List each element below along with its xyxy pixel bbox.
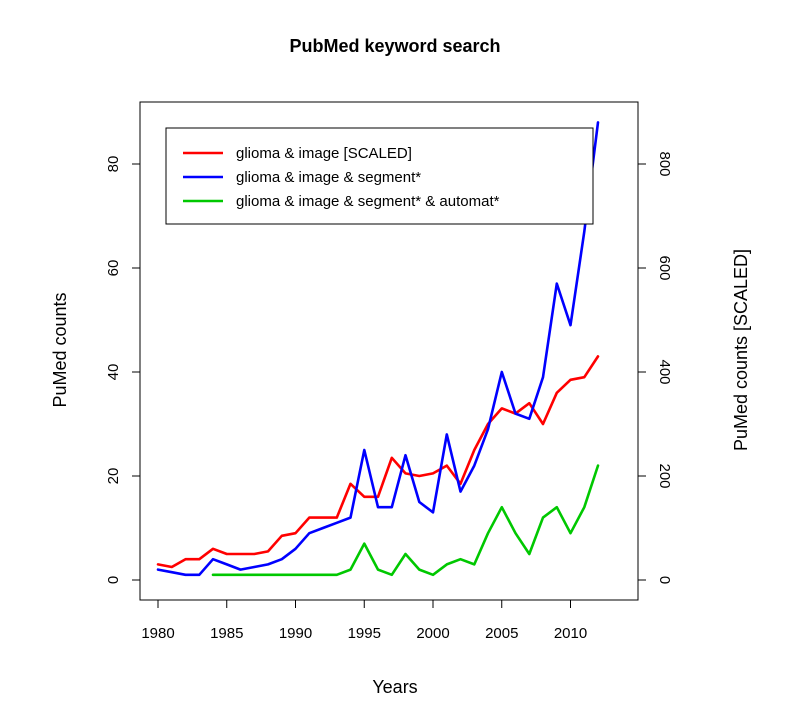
series-line-2: [156, 121, 600, 577]
axes: 1980 1985 1990 1995 2000 2005 2010020406080020…: [105, 151, 673, 642]
y-tick-label: 0: [105, 576, 122, 584]
chart-title: PubMed keyword search: [289, 36, 500, 56]
x-axis-title: Years: [372, 677, 417, 697]
x-tick-label: 1985: [210, 625, 243, 642]
y-right-tick-label: 800: [656, 151, 673, 176]
y-right-tick-label: 200: [656, 463, 673, 488]
legend-label-3: glioma & image & segment* & automat*: [236, 193, 500, 210]
y-right-tick-label: 400: [656, 359, 673, 384]
y-right-tick-label: 600: [656, 255, 673, 280]
x-tick-label: 2005: [485, 625, 518, 642]
x-tick-label: 1990: [279, 625, 312, 642]
x-tick-label: 1980: [141, 625, 174, 642]
series-line-3: [211, 464, 600, 577]
y-tick-label: 60: [105, 260, 122, 277]
legend: glioma & image [SCALED] glioma & image & …: [165, 127, 594, 225]
y-tick-label: 80: [105, 156, 122, 173]
series-line-1: [156, 355, 600, 569]
x-tick-label: 2010: [554, 625, 587, 642]
y-right-tick-label: 0: [656, 576, 673, 584]
y-axis-title: PuMed counts: [50, 292, 70, 407]
y-tick-label: 40: [105, 364, 122, 381]
x-tick-label: 2000: [416, 625, 449, 642]
legend-label-2: glioma & image & segment*: [236, 169, 421, 186]
series-layer: [156, 121, 600, 577]
y-axis-right-title: PuMed counts [SCALED]: [731, 249, 751, 451]
x-tick-label: 1995: [348, 625, 381, 642]
legend-box: [165, 127, 594, 225]
y-tick-label: 20: [105, 468, 122, 485]
legend-label-1: glioma & image [SCALED]: [236, 145, 412, 162]
